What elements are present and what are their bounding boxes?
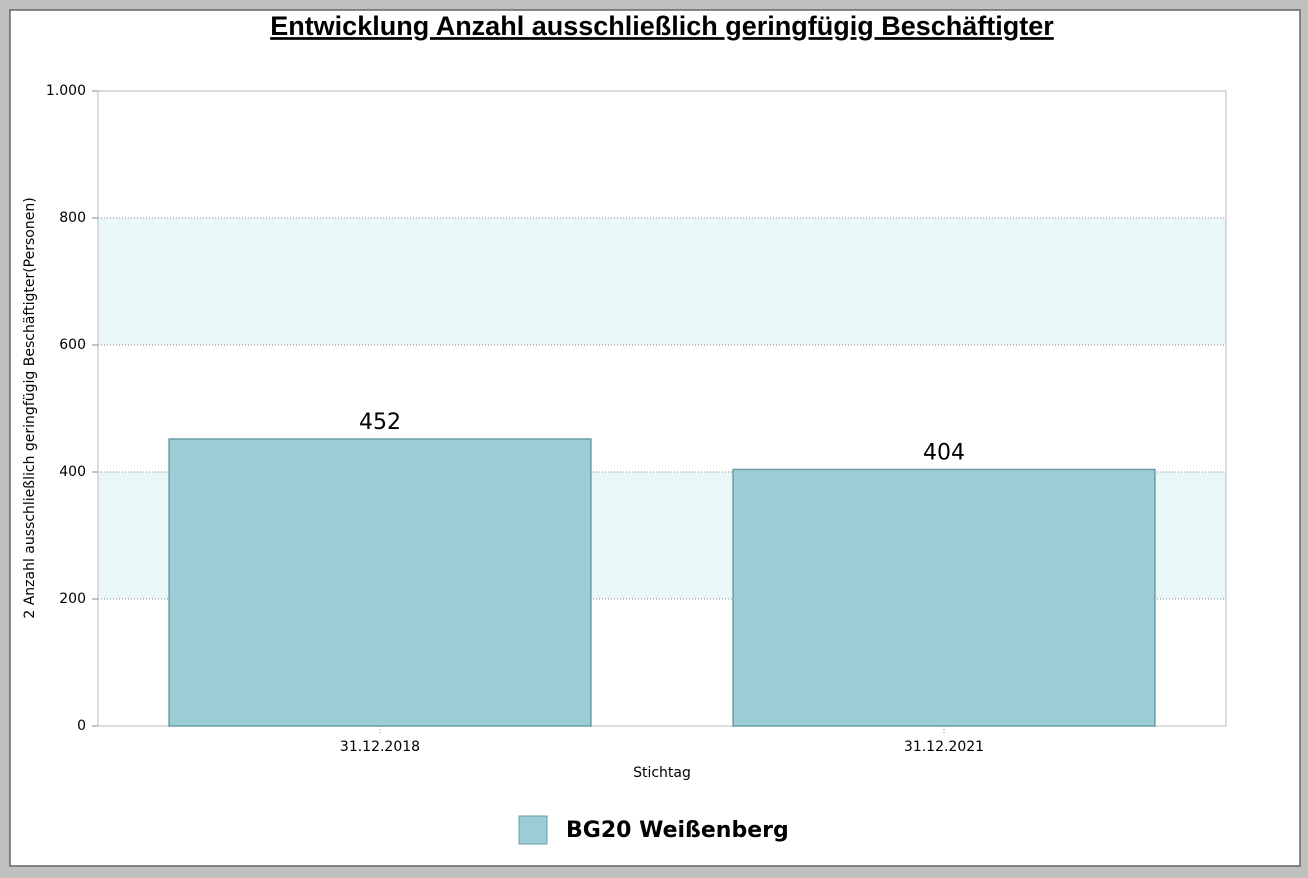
x-tick-label: 31.12.2018 [340,739,420,755]
bar [732,468,1156,727]
y-tick-label: 0 [77,718,86,734]
legend-swatch [518,815,548,845]
grid-band [98,218,1226,345]
plot-area [97,90,1227,727]
data-label: 404 [923,440,965,465]
bar [168,438,592,727]
x-axis-label: Stichtag [633,765,691,781]
y-axis-label: 2 Anzahl ausschließlich geringfügig Besc… [22,197,38,618]
y-tick-label: 600 [59,337,86,353]
chart-frame [9,9,1301,867]
y-tick-label: 200 [59,591,86,607]
legend-label: BG20 Weißenberg [566,818,789,843]
y-tick-label: 800 [59,210,86,226]
x-tick-label: 31.12.2021 [904,739,984,755]
y-tick-label: 400 [59,464,86,480]
chart-title: Entwicklung Anzahl ausschließlich gering… [270,11,1054,41]
y-tick-label: 1.000 [46,83,86,99]
data-label: 452 [359,410,401,435]
